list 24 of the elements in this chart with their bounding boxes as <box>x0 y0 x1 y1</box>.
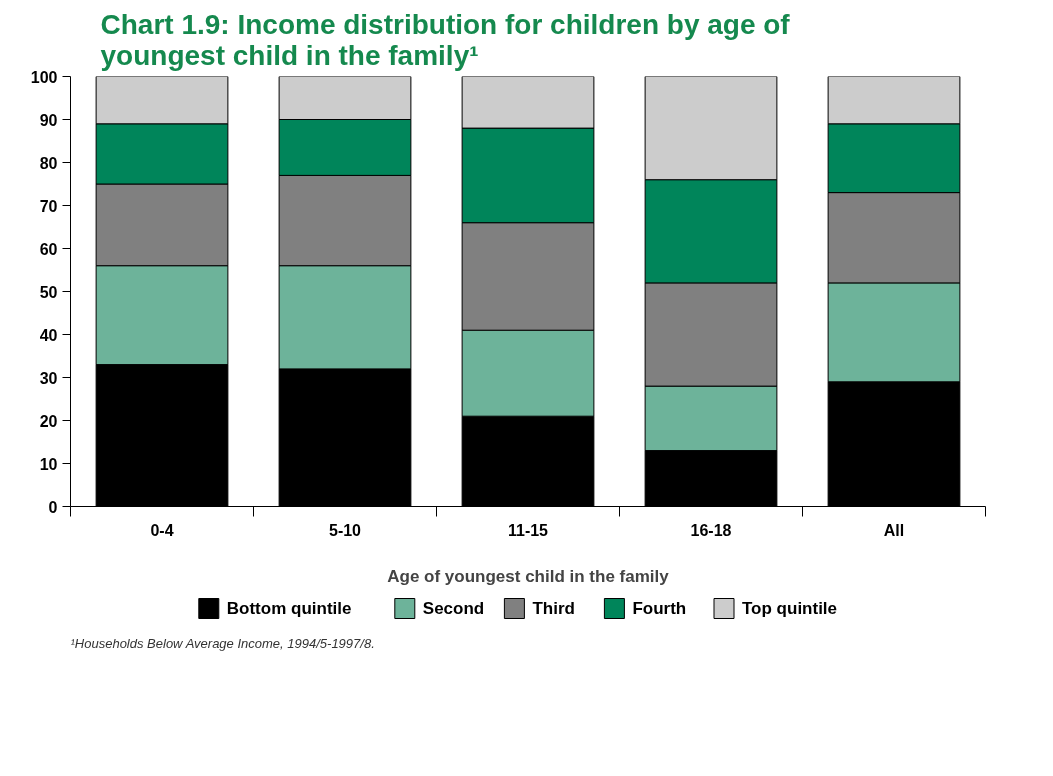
y-tick-label: 0 <box>48 498 58 516</box>
legend-label: Second <box>422 599 485 618</box>
y-tick-label: 50 <box>39 283 58 301</box>
x-tick-label: All <box>883 521 905 539</box>
x-tick-label: 11-15 <box>507 521 549 539</box>
y-tick-label: 20 <box>39 412 58 430</box>
y-tick-label: 80 <box>39 154 58 172</box>
chart-title: Chart 1.9: Income distribution for children by age of youngest child in the family¹ <box>100 8 791 71</box>
y-tick-label: 10 <box>39 455 58 473</box>
y-tick-label: 70 <box>39 197 58 215</box>
y-tick-label: 30 <box>39 369 58 387</box>
x-tick-label: 0-4 <box>150 521 174 539</box>
x-tick-label: 16-18 <box>690 521 732 539</box>
x-axis-title: Age of youngest child in the family <box>387 566 670 586</box>
x-tick-label: 5-10 <box>328 521 362 539</box>
legend-label: Bottom quintile <box>226 599 352 618</box>
legend-label: Third <box>532 599 575 618</box>
text: ¹Households Below Average Income, 1994/5-1997/8. <box>70 635 375 651</box>
y-tick-label: 40 <box>39 326 58 344</box>
y-tick-label: 90 <box>39 111 58 129</box>
legend-label: Top quintile <box>742 599 838 618</box>
y-tick-label: 100 <box>30 68 58 86</box>
legend-label: Fourth <box>632 599 687 618</box>
y-tick-label: 60 <box>39 240 58 258</box>
